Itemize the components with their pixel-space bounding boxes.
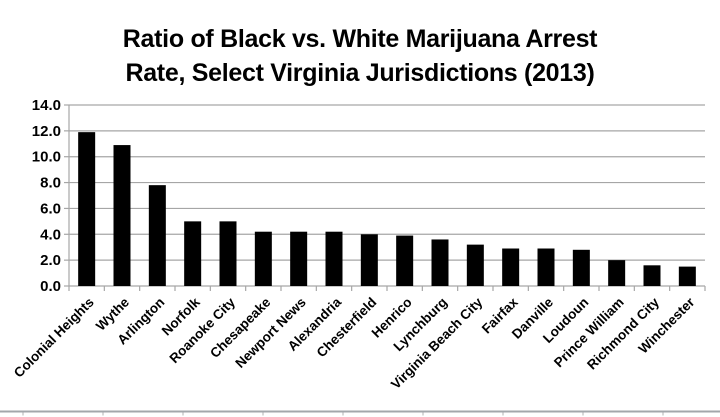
bar [396, 235, 414, 286]
bar [466, 244, 484, 286]
bar [290, 231, 308, 286]
chart-title-line-1: Ratio of Black vs. White Marijuana Arres… [122, 25, 598, 53]
y-axis-tick-label: 10.0 [32, 149, 61, 166]
bar [184, 221, 202, 286]
bar [219, 221, 237, 286]
y-axis-tick-label: 0.0 [40, 278, 61, 295]
y-axis-tick-label: 6.0 [40, 200, 61, 217]
chart-title: Ratio of Black vs. White Marijuana Arres… [0, 22, 720, 90]
y-axis-tick-label: 8.0 [40, 175, 61, 192]
bar [502, 248, 520, 286]
y-axis-tick-label: 2.0 [40, 252, 61, 269]
bar [537, 248, 555, 286]
bar [608, 260, 626, 286]
bar [643, 265, 661, 286]
x-axis-tick-label: Colonial Heights [11, 295, 97, 381]
bar [572, 249, 590, 286]
bar [431, 239, 449, 286]
bar [254, 231, 272, 286]
y-axis-tick-label: 12.0 [32, 123, 61, 140]
bar [360, 234, 378, 286]
bar [678, 266, 696, 286]
bar [78, 132, 96, 286]
y-axis-tick-label: 4.0 [40, 226, 61, 243]
y-axis-tick-label: 14.0 [32, 97, 61, 114]
bar [325, 231, 343, 286]
chart-title-line-2: Rate, Select Virginia Jurisdictions (201… [125, 59, 595, 87]
bar [148, 185, 166, 286]
bar [113, 145, 131, 286]
